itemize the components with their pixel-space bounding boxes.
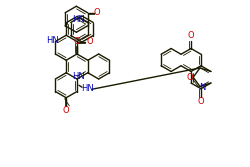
Text: O: O — [74, 37, 80, 45]
Text: HN: HN — [72, 72, 85, 81]
Text: O: O — [93, 8, 100, 17]
Text: O: O — [86, 37, 93, 46]
Text: O: O — [187, 31, 194, 40]
Text: HN: HN — [46, 36, 58, 45]
Text: O: O — [186, 73, 193, 82]
Text: O: O — [197, 97, 203, 106]
Text: HN: HN — [80, 84, 93, 93]
Text: N: N — [198, 83, 204, 92]
Text: O: O — [62, 106, 69, 115]
Text: HN: HN — [72, 15, 85, 24]
